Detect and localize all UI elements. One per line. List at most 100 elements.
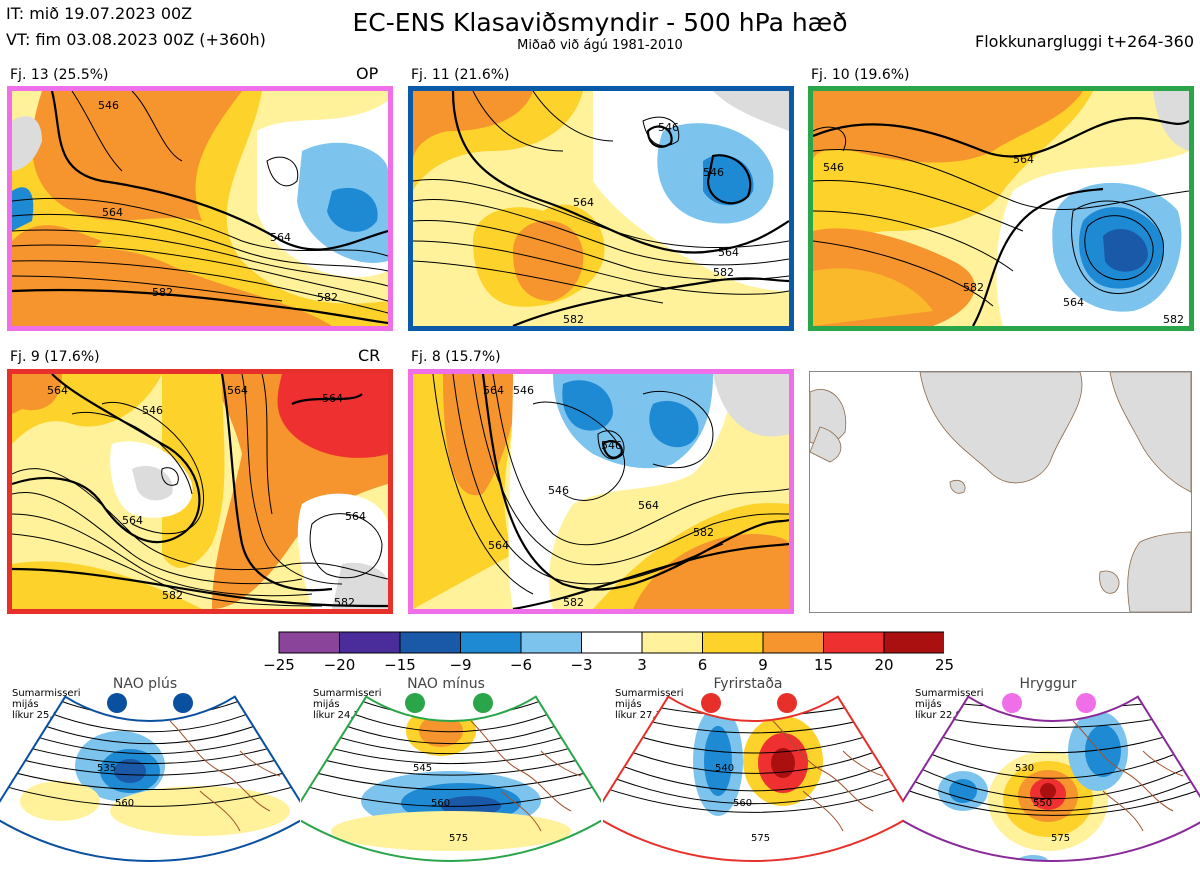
coastline bbox=[470, 720, 582, 832]
regime-info-line: mijás bbox=[915, 699, 942, 710]
regime-contour-label: 560 bbox=[733, 798, 752, 809]
contour-label: 582 bbox=[162, 589, 183, 602]
anomaly-area bbox=[331, 811, 571, 851]
height-contour bbox=[903, 745, 1200, 800]
contour-label: 546 bbox=[142, 404, 163, 417]
regime-frame bbox=[0, 695, 300, 862]
colorbar-swatch bbox=[520, 631, 582, 654]
contour-label: 582 bbox=[317, 291, 338, 304]
cluster-label-3: Fj. 10 (19.6%) bbox=[811, 67, 910, 83]
base-map bbox=[809, 371, 1192, 613]
colorbar-tick-label: −9 bbox=[449, 656, 472, 674]
regime-frame bbox=[903, 695, 1200, 862]
colorbar-swatch bbox=[399, 631, 461, 654]
regime-contour-label: 530 bbox=[1015, 763, 1034, 774]
regime-contour-label: 540 bbox=[715, 763, 734, 774]
coastline bbox=[169, 720, 281, 832]
contour-label: 564 bbox=[483, 384, 504, 397]
anomaly-area bbox=[949, 779, 977, 803]
contour-label: 546 bbox=[703, 166, 724, 179]
height-contour bbox=[903, 757, 1200, 812]
contour-label: 582 bbox=[1163, 313, 1184, 326]
contour-label: 546 bbox=[513, 384, 534, 397]
anomaly-area bbox=[20, 781, 100, 821]
colorbar-swatch bbox=[823, 631, 885, 654]
regime-name: NAO plús bbox=[112, 676, 178, 692]
contour-label: 582 bbox=[334, 596, 355, 609]
regime-fan-map: 530 550 575 bbox=[903, 695, 1200, 862]
regime-info-line: líkur 27,3% bbox=[615, 710, 672, 721]
contour-label: 564 bbox=[270, 231, 291, 244]
regime-frame bbox=[603, 695, 903, 862]
colorbar-swatch bbox=[460, 631, 522, 654]
regime-fan-map: 535 560 bbox=[0, 695, 300, 862]
regime-marker-dot bbox=[777, 693, 797, 713]
colorbar-tick-label: −25 bbox=[263, 656, 295, 674]
colorbar-tick-label: 6 bbox=[697, 656, 708, 674]
colorbar-tick-label: −20 bbox=[323, 656, 356, 674]
contour-label: 564 bbox=[488, 539, 509, 552]
cluster-map-5: 564 546 546 546 564 564 582 582 bbox=[408, 369, 794, 614]
colorbar-tick-label: −6 bbox=[509, 656, 533, 674]
contour-label: 564 bbox=[718, 246, 739, 259]
regime-contour-label: 575 bbox=[1051, 833, 1070, 844]
regime-info-line: Sumarmisseri bbox=[915, 688, 984, 699]
regime-marker-dot bbox=[473, 693, 493, 713]
contour-label: 564 bbox=[227, 384, 248, 397]
colorbar-tick-label: 20 bbox=[874, 656, 894, 674]
regime-contour-label: 550 bbox=[1033, 798, 1052, 809]
colorbar bbox=[278, 631, 944, 654]
cluster-map-2: 564 582 546 546 564 582 bbox=[408, 86, 794, 331]
regime-fan-map: 545 560 575 bbox=[301, 695, 601, 862]
coastline bbox=[1072, 720, 1184, 832]
regime-info-line: Sumarmisseri bbox=[313, 688, 382, 699]
regime-marker-dot bbox=[173, 693, 193, 713]
regime-info-line: mijás bbox=[12, 699, 39, 710]
anomaly-area bbox=[1040, 783, 1056, 799]
chart-subtitle: Miðað við ágú 1981-2010 bbox=[517, 38, 683, 53]
colorbar-swatch bbox=[339, 631, 401, 654]
cluster-label-4: Fj. 9 (17.6%) bbox=[10, 349, 100, 365]
valid-time: VT: fim 03.08.2023 00Z (+360h) bbox=[6, 30, 266, 49]
regime-marker-dot bbox=[1076, 693, 1096, 713]
contour-label: 564 bbox=[322, 392, 343, 405]
contour-label: 564 bbox=[47, 384, 68, 397]
op-tag: OP bbox=[356, 64, 379, 83]
colorbar-swatch bbox=[641, 631, 703, 654]
regime-info-line: mijás bbox=[313, 699, 340, 710]
cr-tag: CR bbox=[358, 346, 381, 365]
cluster-label-5: Fj. 8 (15.7%) bbox=[411, 349, 501, 365]
regime-marker-dot bbox=[701, 693, 721, 713]
regime-marker-dot bbox=[107, 693, 127, 713]
regime-info-line: líkur 25,6% bbox=[12, 710, 69, 721]
regime-frame bbox=[301, 695, 601, 862]
cluster-map-4: 564 546 564 564 564 564 582 582 bbox=[7, 369, 393, 614]
contour-label: 564 bbox=[638, 499, 659, 512]
regime-marker-dot bbox=[1002, 693, 1022, 713]
contour-label: 582 bbox=[563, 313, 584, 326]
contour-label: 564 bbox=[1063, 296, 1084, 309]
colorbar-tick-label: 25 bbox=[934, 656, 955, 674]
contour-label: 546 bbox=[823, 161, 844, 174]
contour-label: 546 bbox=[601, 439, 622, 452]
contour-label: 546 bbox=[548, 484, 569, 497]
contour-label: 546 bbox=[658, 121, 679, 134]
cluster-label-2: Fj. 11 (21.6%) bbox=[411, 67, 510, 83]
anomaly-area bbox=[110, 786, 290, 836]
contour-label: 582 bbox=[713, 266, 734, 279]
regime-contour-label: 535 bbox=[97, 763, 116, 774]
anomaly-area bbox=[771, 748, 795, 778]
initial-time: IT: mið 19.07.2023 00Z bbox=[6, 4, 193, 23]
regime-contour-label: 560 bbox=[431, 798, 450, 809]
contour-label: 582 bbox=[693, 526, 714, 539]
contour-label: 564 bbox=[573, 196, 594, 209]
coastline bbox=[772, 720, 884, 832]
chart-title: EC-ENS Klasaviðsmyndir - 500 hPa hæð bbox=[352, 8, 848, 37]
regime-contour-label: 545 bbox=[413, 763, 432, 774]
anomaly-area bbox=[419, 715, 463, 747]
colorbar-swatch bbox=[581, 631, 643, 654]
contour-label: 564 bbox=[1013, 153, 1034, 166]
regime-info-line: líkur 24,2% bbox=[313, 710, 370, 721]
contour-label: 546 bbox=[98, 99, 119, 112]
anomaly-area bbox=[704, 726, 732, 796]
